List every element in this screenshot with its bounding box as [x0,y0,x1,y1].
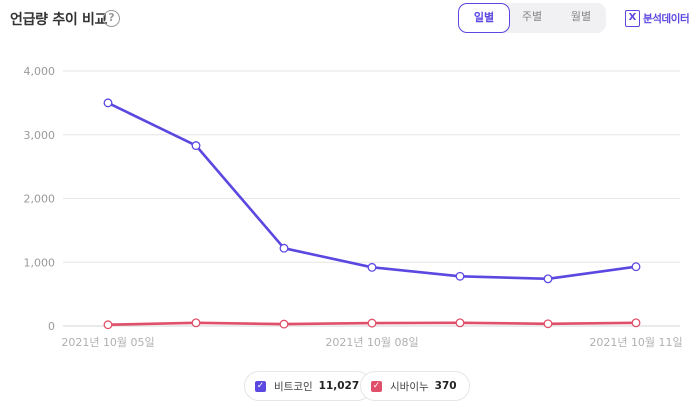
data-point [103,98,113,108]
export-data-label: 분석데이터 [643,12,690,25]
data-point [631,318,641,328]
data-point [191,141,201,151]
data-point [543,274,553,284]
y-tick-label: 4,000 [24,65,56,78]
tab-daily[interactable]: 일별 [458,3,510,33]
y-tick-label: 3,000 [24,129,56,142]
x-tick-label: 2021년 10월 05일 [61,335,154,349]
x-axis: 2021년 10월 05일 2021년 10월 08일 2021년 10월 11일 [61,335,682,349]
check-icon: ✓ [371,380,382,392]
y-tick-label: 0 [48,320,55,333]
excel-icon: X [625,9,640,27]
legend-item-bitcoin[interactable]: ✓ 비트코인 11,027 [244,371,373,401]
period-toggle: 일별 주별 월별 [458,3,606,33]
chart-title: 언급량 추이 비교 [10,12,108,28]
y-axis: 0 1,000 2,000 3,000 4,000 [24,65,56,333]
legend-name: 비트코인 [274,380,313,393]
data-point [191,318,201,328]
check-icon: ✓ [255,380,266,392]
export-data-button[interactable]: X 분석데이터 [625,7,690,29]
y-tick-label: 2,000 [24,193,56,206]
x-tick-label: 2021년 10월 11일 [589,335,682,349]
data-point [367,318,377,328]
tab-monthly[interactable]: 월별 [570,10,592,23]
legend-total: 11,027 [318,380,360,392]
data-point [103,320,113,330]
data-point [543,319,553,329]
grid [63,70,680,327]
series-line [106,101,638,281]
legend-total: 370 [434,380,457,392]
data-point [455,318,465,328]
data-point [455,271,465,281]
y-tick-label: 1,000 [24,256,56,269]
legend-name: 시바이누 [390,380,429,393]
chart-header: 언급량 추이 비교 ? 일별 주별 월별 X 분석데이터 [0,0,700,40]
series [103,98,641,330]
tab-weekly[interactable]: 주별 [521,10,543,23]
legend-item-shiba[interactable]: ✓ 시바이누 370 [360,371,470,401]
data-point [367,262,377,272]
data-point [279,243,289,253]
data-point [279,319,289,329]
x-tick-label: 2021년 10월 08일 [325,335,418,349]
data-point [631,262,641,272]
help-icon[interactable]: ? [103,10,120,27]
